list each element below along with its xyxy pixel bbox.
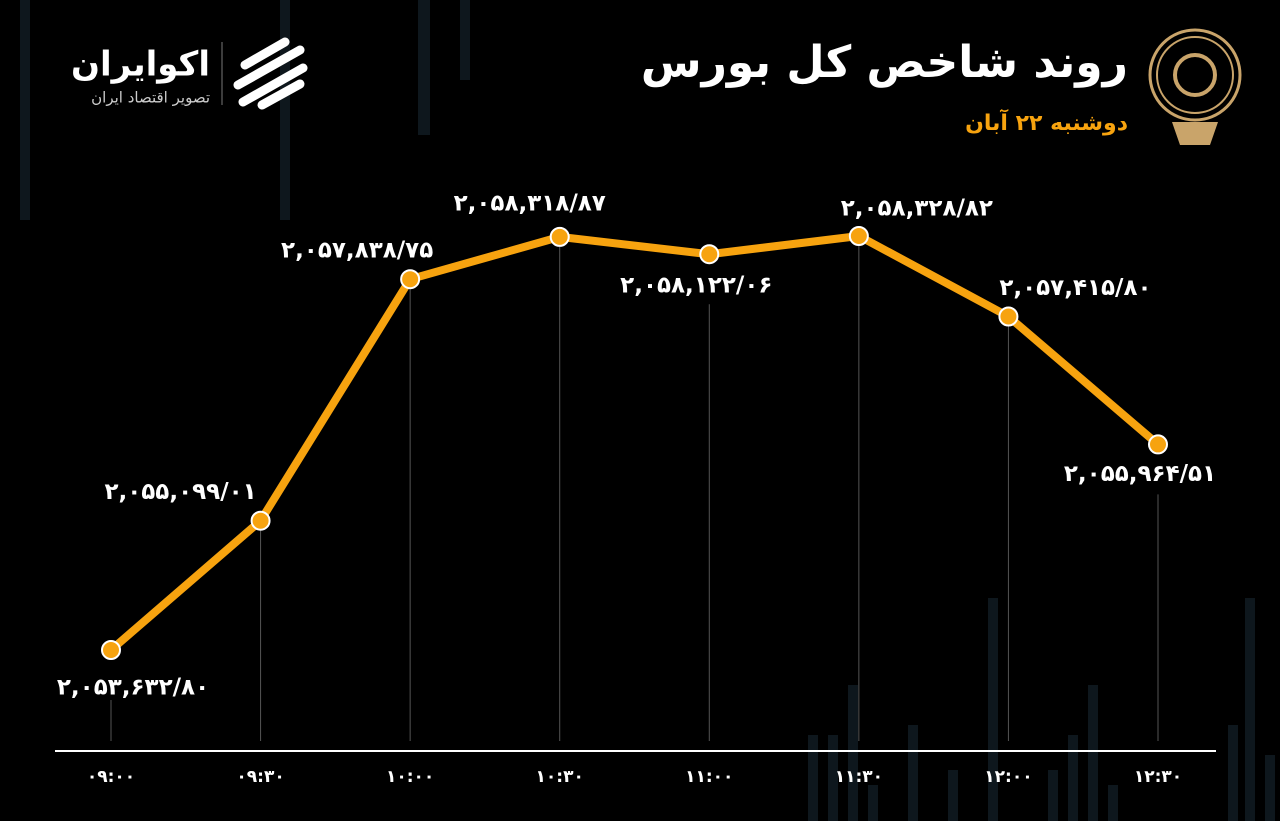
data-label: ۲,۰۵۳,۶۳۲/۸۰ [57, 675, 209, 701]
data-label: ۲,۰۵۸,۳۲۸/۸۲ [841, 196, 993, 222]
brand-tagline: تصویر اقتصاد ایران [91, 89, 210, 107]
brand-name: اکوایران [71, 45, 210, 85]
data-label: ۲,۰۵۸,۱۲۲/۰۶ [620, 273, 772, 299]
point [848, 226, 869, 246]
chart-title: روند شاخص کل بورس [641, 37, 1128, 88]
chart-subtitle: دوشنبه ۲۲ آبان [965, 108, 1128, 136]
x-tick-label: ۰۹:۳۰ [236, 767, 284, 787]
point [1148, 434, 1168, 455]
point [998, 306, 1019, 327]
x-tick-label: ۱۰:۳۰ [536, 767, 584, 787]
x-tick-label: ۱۲:۰۰ [984, 767, 1032, 787]
x-tick-label: ۱۱:۳۰ [835, 767, 883, 787]
exchange-emblem [1148, 28, 1242, 145]
point [400, 269, 421, 290]
data-label: ۲,۰۵۵,۰۹۹/۰۱ [104, 479, 256, 505]
x-tick-label: ۱۱:۰۰ [685, 767, 733, 787]
data-label: ۲,۰۵۷,۸۳۸/۷۵ [281, 238, 433, 264]
x-tick-label: ۰۹:۰۰ [87, 767, 135, 787]
data-label: ۲,۰۵۸,۳۱۸/۸۷ [454, 190, 606, 216]
brand-logo: اکوایران تصویر اقتصاد ایران [71, 37, 308, 110]
line [108, 232, 1161, 654]
point [250, 510, 271, 531]
point [699, 244, 720, 265]
data-label: ۲,۰۵۷,۴۱۵/۸۰ [999, 275, 1151, 301]
point [549, 226, 570, 247]
x-tick-label: ۱۲:۳۰ [1134, 767, 1182, 787]
point [101, 640, 121, 660]
background-bars [20, 0, 1275, 821]
x-tick-label: ۱۰:۰۰ [386, 767, 434, 787]
data-label: ۲,۰۵۵,۹۶۴/۵۱ [1064, 461, 1216, 487]
